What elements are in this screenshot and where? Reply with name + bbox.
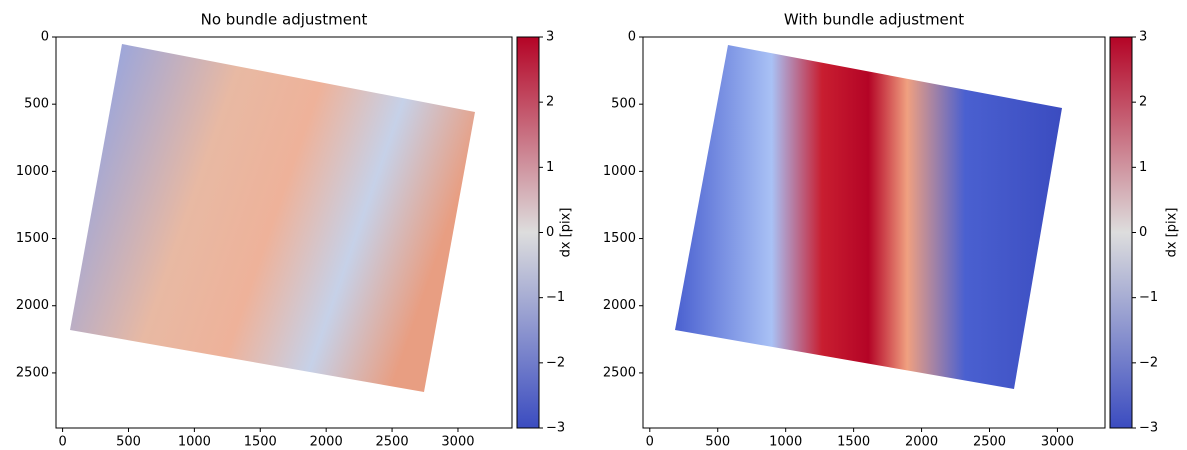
- chart-title: With bundle adjustment: [784, 11, 964, 29]
- y-tick-label: 0: [41, 30, 49, 45]
- x-tick-label: 3000: [1041, 435, 1074, 450]
- colorbar-label: dx [pix]: [559, 208, 574, 258]
- colorbar-tick-label: 3: [546, 30, 554, 45]
- x-tick-label: 0: [58, 435, 66, 450]
- colorbar-tick-label: −2: [546, 355, 565, 370]
- y-tick-label: 2000: [16, 298, 49, 313]
- x-tick-label: 1500: [244, 435, 277, 450]
- colorbar-tick-label: −3: [1139, 421, 1158, 436]
- colorbar-tick-label: 2: [1139, 95, 1147, 110]
- x-tick-label: 2000: [905, 435, 938, 450]
- y-tick-label: 1000: [16, 164, 49, 179]
- axes-frame: [55, 36, 513, 429]
- y-tick-label: 1000: [603, 164, 636, 179]
- colorbar-tick-label: 0: [546, 225, 554, 240]
- x-tick-label: 0: [646, 435, 654, 450]
- y-tick-label: 500: [24, 97, 49, 112]
- y-tick-label: 0: [628, 30, 636, 45]
- x-tick-label: 3000: [441, 435, 474, 450]
- colorbar-tick-label: 2: [546, 95, 554, 110]
- x-tick-label: 2000: [310, 435, 343, 450]
- colorbar: [516, 36, 540, 429]
- colorbar-tick-label: −1: [1139, 290, 1158, 305]
- y-tick-label: 1500: [16, 231, 49, 246]
- colorbar-tick-label: 0: [1139, 225, 1147, 240]
- colorbar-tick-label: −1: [546, 290, 565, 305]
- image-footprint: [70, 44, 475, 392]
- x-tick-label: 2500: [376, 435, 409, 450]
- x-tick-label: 500: [116, 435, 141, 450]
- colorbar-tick-label: 1: [546, 160, 554, 175]
- y-tick-label: 2000: [603, 298, 636, 313]
- colorbar: [1109, 36, 1133, 429]
- colorbar-tick-label: −2: [1139, 355, 1158, 370]
- x-tick-label: 1500: [837, 435, 870, 450]
- colorbar-tick-label: −3: [546, 421, 565, 436]
- x-tick-label: 1000: [769, 435, 802, 450]
- x-tick-label: 2500: [973, 435, 1006, 450]
- y-tick-label: 2500: [16, 365, 49, 380]
- colorbar-tick-label: 1: [1139, 160, 1147, 175]
- axes-frame: [642, 36, 1106, 429]
- colorbar-tick-label: 3: [1139, 30, 1147, 45]
- x-tick-label: 500: [705, 435, 730, 450]
- y-tick-label: 1500: [603, 231, 636, 246]
- colorbar-label: dx [pix]: [1165, 208, 1180, 258]
- chart-title: No bundle adjustment: [201, 11, 368, 29]
- image-footprint: [675, 45, 1062, 389]
- x-tick-label: 1000: [178, 435, 211, 450]
- y-tick-label: 500: [611, 97, 636, 112]
- y-tick-label: 2500: [603, 365, 636, 380]
